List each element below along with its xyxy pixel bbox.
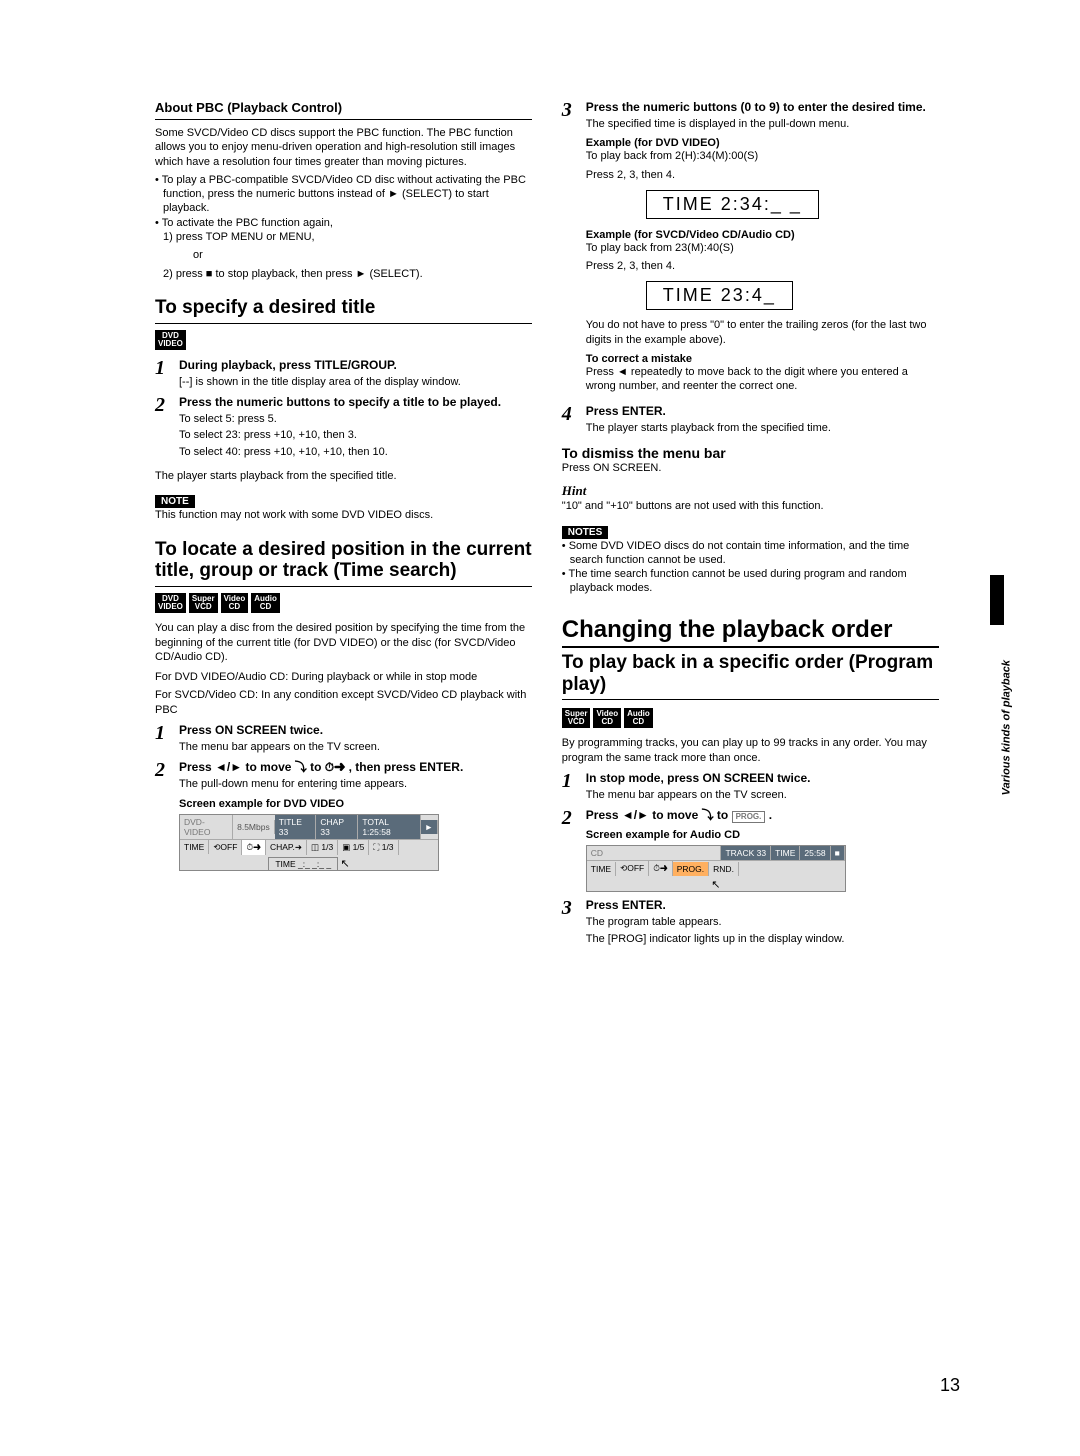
o-s1x: The menu bar appears on the TV screen. (586, 788, 939, 802)
right-column: 3 Press the numeric buttons (0 to 9) to … (562, 100, 939, 946)
locate-p3: For SVCD/Video CD: In any condition exce… (155, 688, 532, 717)
step-2: 2 (155, 395, 173, 459)
specify-head: To specify a desired title (155, 297, 532, 319)
pbc-b2a: 1) press TOP MENU or MENU, (155, 230, 532, 244)
badge-acd: AudioCD (251, 593, 280, 613)
prog-box: PROG. (732, 811, 766, 823)
osd-time: TIME _:_ _:_ _ (268, 857, 338, 871)
locate-head: To locate a desired position in the curr… (155, 539, 532, 583)
ex1a: To play back from 2(H):34(M):00(S) (586, 149, 939, 163)
trail: You do not have to press "0" to enter th… (586, 318, 939, 347)
pbc-b2c: 2) press ■ to stop playback, then press … (155, 267, 532, 281)
time-box-1: TIME 2:34:_ _ (646, 190, 819, 219)
dismiss-head: To dismiss the menu bar (562, 445, 939, 461)
loc-s1t: Press ON SCREEN twice. (179, 723, 532, 738)
note-chip: NOTE (155, 495, 195, 508)
pbc-head: About PBC (Playback Control) (155, 100, 532, 115)
o-s3b: The [PROG] indicator lights up in the di… (586, 932, 939, 946)
ex2-label: Example (for SVCD/Video CD/Audio CD) (586, 229, 939, 241)
notes-chip: NOTES (562, 526, 608, 539)
order-title: Changing the playback order (562, 616, 939, 644)
order-p1: By programming tracks, you can play up t… (562, 736, 939, 765)
page-number: 13 (940, 1375, 960, 1396)
r-s3t: Press the numeric buttons (0 to 9) to en… (586, 100, 939, 115)
side-label: Various kinds of playback (1000, 660, 1012, 795)
order-sub: To play back in a specific order (Progra… (562, 652, 939, 696)
dismiss-text: Press ON SCREEN. (562, 461, 939, 475)
badge-svcd: SuperVCD (189, 593, 218, 613)
ex1b: Press 2, 3, then 4. (586, 168, 939, 182)
loc-s2x: The pull-down menu for entering time app… (179, 777, 532, 791)
correct-text: Press ◄ repeatedly to move back to the d… (586, 365, 939, 394)
side-tab (990, 575, 1004, 625)
ex2b: Press 2, 3, then 4. (586, 259, 939, 273)
o-s2t: Press ◄/► to move ⤵ to PROG. . (586, 808, 939, 823)
r-step4: 4 (562, 404, 580, 435)
locate-p2: For DVD VIDEO/Audio CD: During playback … (155, 670, 532, 684)
screen-ex-label: Screen example for DVD VIDEO (179, 798, 532, 810)
s2c: To select 40: press +10, +10, +10, then … (179, 445, 532, 459)
loc-step2: 2 (155, 760, 173, 870)
loc-s1x: The menu bar appears on the TV screen. (179, 740, 532, 754)
s2-title: Press the numeric buttons to specify a t… (179, 395, 532, 410)
cursor-icon: ↖ (340, 858, 349, 870)
n1: Some DVD VIDEO discs do not contain time… (562, 539, 939, 568)
s2a: To select 5: press 5. (179, 412, 532, 426)
o-s3t: Press ENTER. (586, 898, 939, 913)
cursor-icon-2: ↖ (711, 879, 720, 891)
o-s1t: In stop mode, press ON SCREEN twice. (586, 771, 939, 786)
r-s4t: Press ENTER. (586, 404, 939, 419)
hint-head: Hint (562, 483, 939, 499)
pbc-b1: To play a PBC-compatible SVCD/Video CD d… (155, 173, 532, 216)
o-s3a: The program table appears. (586, 915, 939, 929)
pbc-b2: To activate the PBC function again, (155, 216, 532, 230)
o-screen-label: Screen example for Audio CD (586, 829, 939, 841)
badge-dvd: DVDVIDEO (155, 330, 186, 350)
loc-step1: 1 (155, 723, 173, 754)
badge-dvd2: DVDVIDEO (155, 593, 186, 613)
time-box-2: TIME 23:4_ (646, 281, 793, 310)
osd-dvd: DVD-VIDEO 8.5Mbps TITLE 33 CHAP 33 TOTAL… (179, 814, 439, 871)
note-text: This function may not work with some DVD… (155, 508, 532, 522)
pbc-p1: Some SVCD/Video CD discs support the PBC… (155, 126, 532, 169)
s2b: To select 23: press +10, +10, then 3. (179, 428, 532, 442)
r-s4x: The player starts playback from the spec… (586, 421, 939, 435)
ex1-label: Example (for DVD VIDEO) (586, 137, 939, 149)
left-column: About PBC (Playback Control) Some SVCD/V… (155, 100, 532, 946)
s1-title: During playback, press TITLE/GROUP. (179, 358, 532, 373)
hint-text: "10" and "+10" buttons are not used with… (562, 499, 939, 513)
correct-head: To correct a mistake (586, 353, 939, 365)
loc-s2t: Press ◄/► to move ⤵ to ⏱➜ , then press E… (179, 760, 532, 775)
badge-vcd2: VideoCD (593, 708, 621, 728)
o-step2: 2 (562, 808, 580, 892)
o-step1: 1 (562, 771, 580, 802)
r-step3: 3 (562, 100, 580, 398)
pbc-b2b: or (155, 248, 532, 262)
locate-p1: You can play a disc from the desired pos… (155, 621, 532, 664)
badge-vcd: VideoCD (221, 593, 249, 613)
badge-acd2: AudioCD (624, 708, 653, 728)
ex2a: To play back from 23(M):40(S) (586, 241, 939, 255)
r-s3x: The specified time is displayed in the p… (586, 117, 939, 131)
badge-svcd2: SuperVCD (562, 708, 591, 728)
o-step3: 3 (562, 898, 580, 946)
n2: The time search function cannot be used … (562, 567, 939, 596)
step-1: 1 (155, 358, 173, 389)
s1-text: [--] is shown in the title display area … (179, 375, 532, 389)
specify-after: The player starts playback from the spec… (155, 469, 532, 483)
osd-cd: CD TRACK 33 TIME 25:58 ■ TIME ⟲OFF ⏱➜ PR… (586, 845, 846, 892)
